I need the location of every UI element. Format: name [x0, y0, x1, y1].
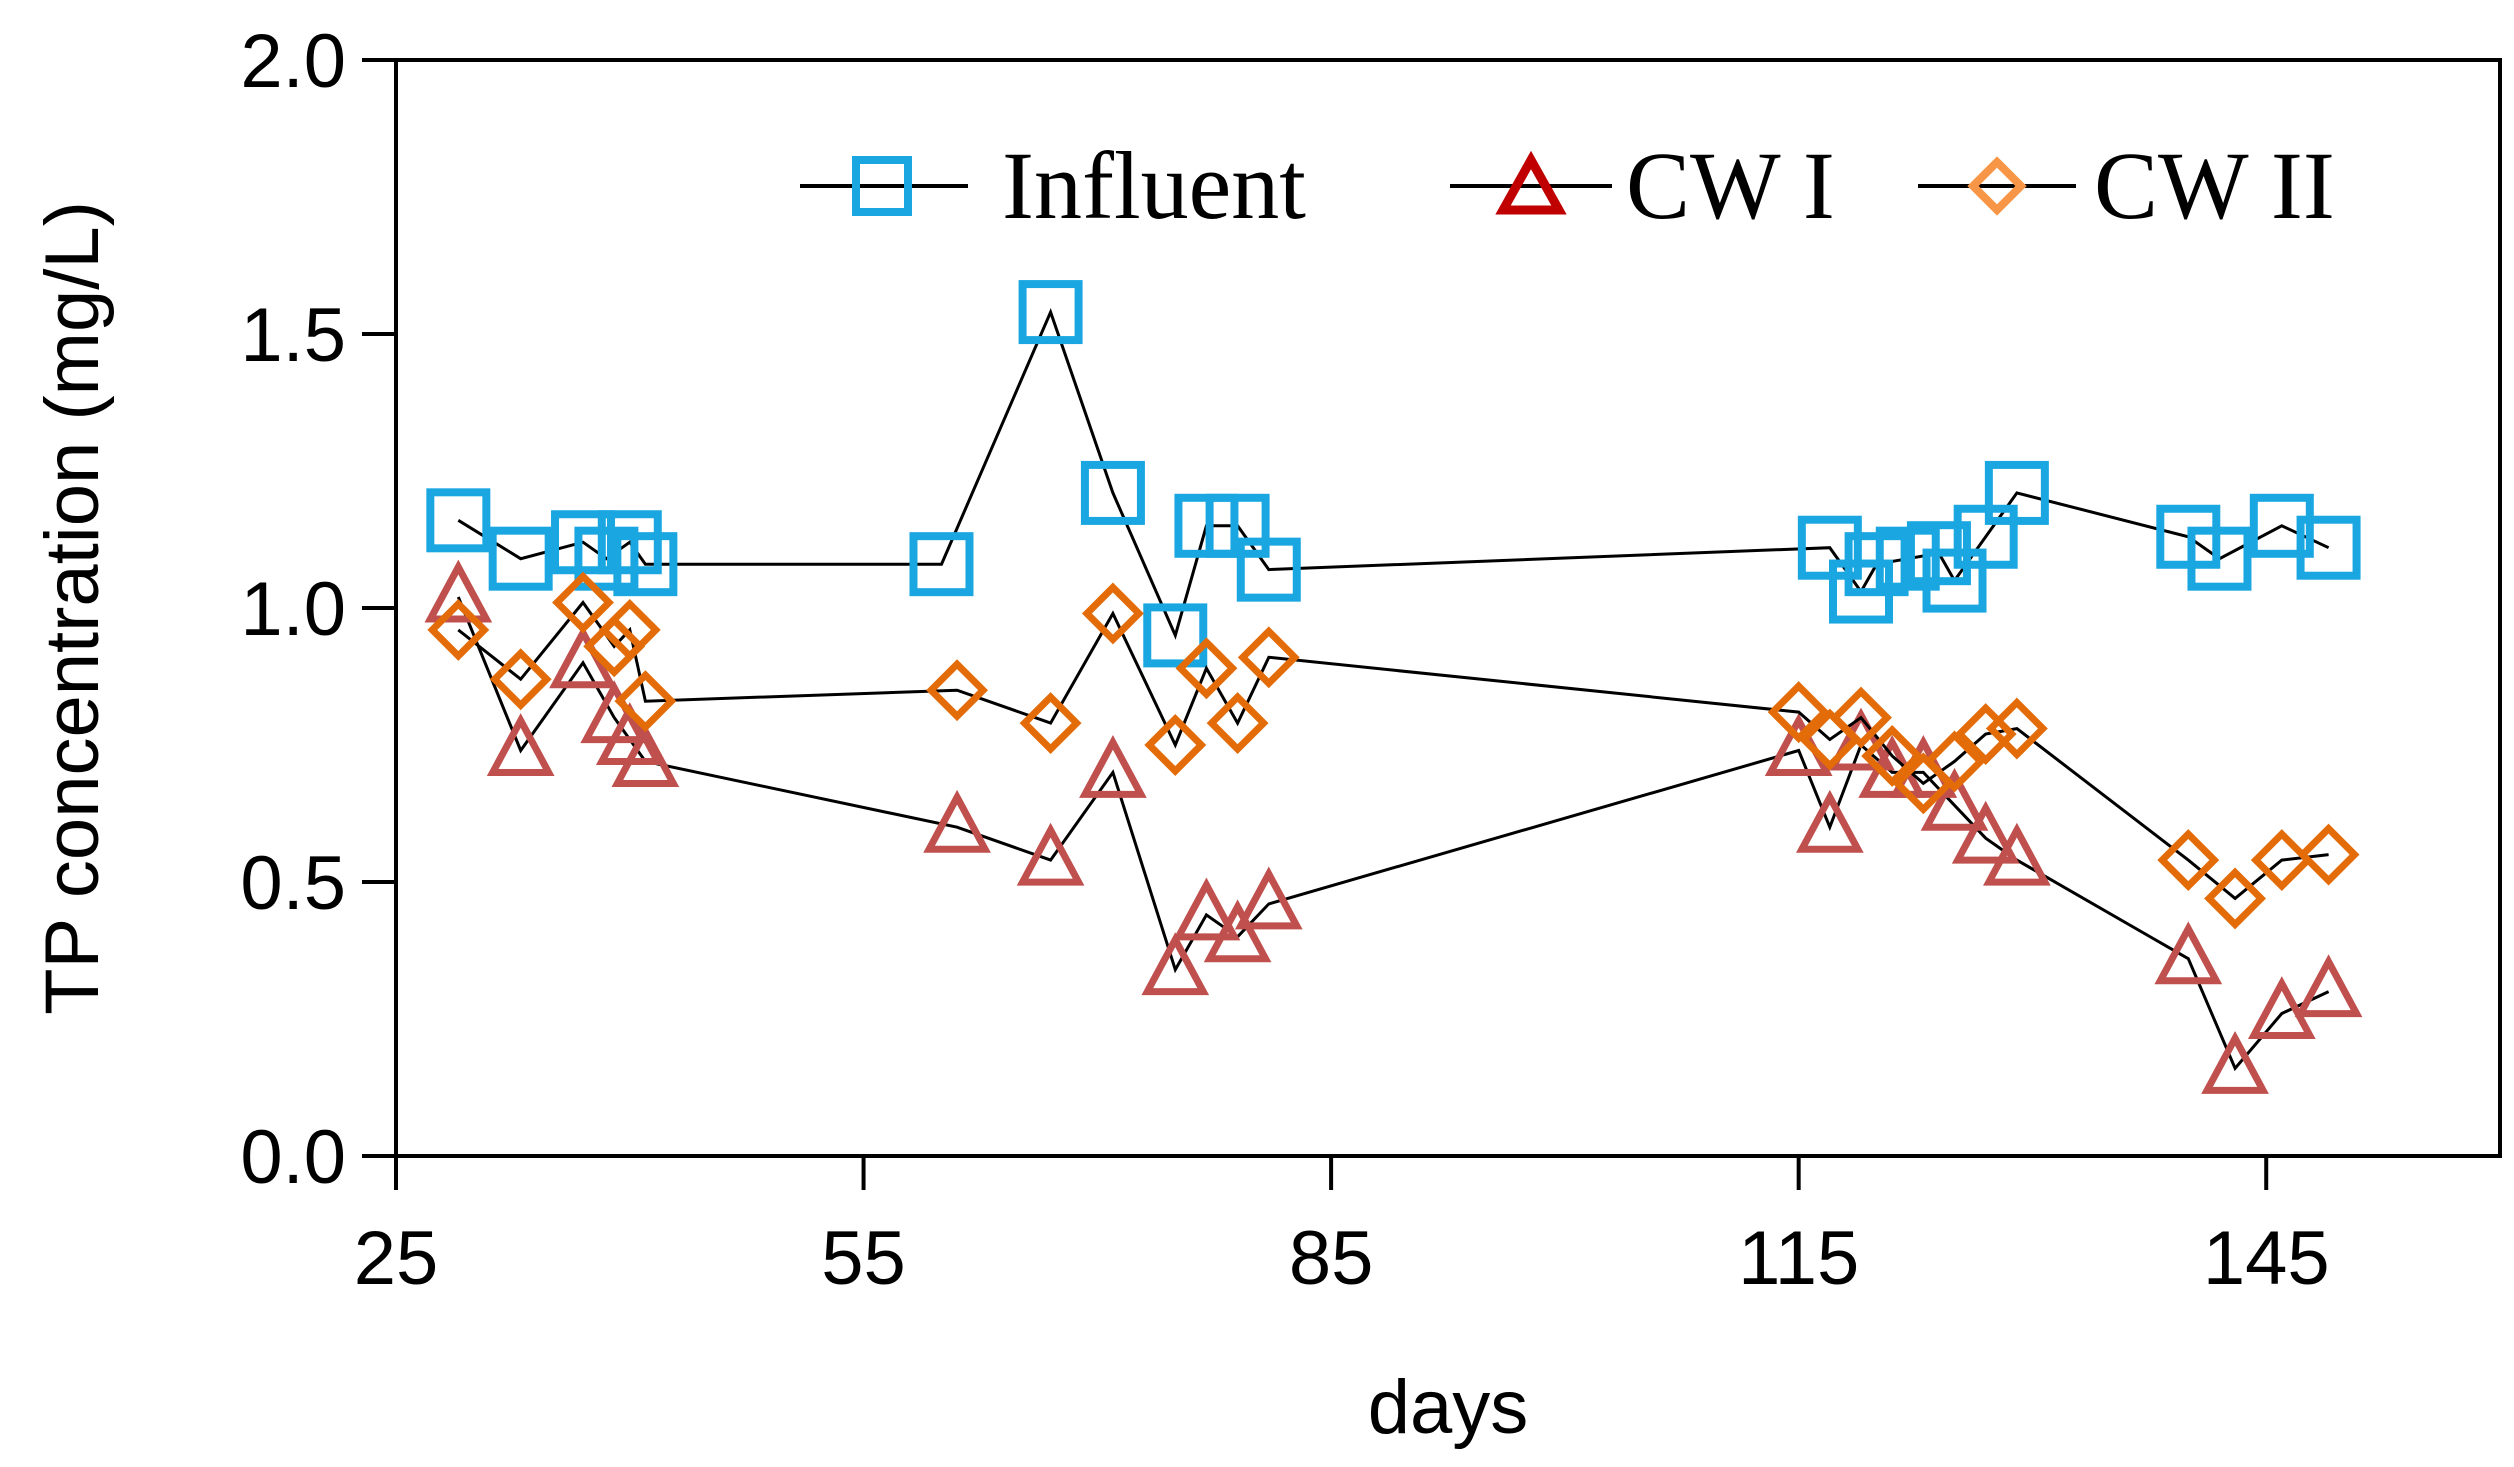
data-point: [1767, 681, 1830, 744]
data-point: [923, 789, 991, 853]
data-point: [1175, 637, 1238, 700]
x-tick-label: 85: [1289, 1216, 1374, 1301]
data-point: [489, 648, 552, 711]
data-point: [1827, 707, 1895, 771]
data-point: [583, 615, 646, 678]
series-layer: [424, 280, 2363, 1094]
data-point: [1234, 866, 1303, 930]
data-point: [2204, 867, 2267, 930]
x-axis-title: days: [1368, 1365, 1529, 1450]
series-line: [457, 600, 2329, 901]
data-point: [488, 526, 553, 591]
data-point: [2154, 921, 2223, 985]
legend-diamond-marker: [1967, 156, 2027, 216]
y-tick-label: 1.5: [240, 293, 346, 378]
data-point: [2296, 515, 2361, 580]
legend-label-influent: Influent: [1002, 132, 1306, 239]
data-point: [1236, 537, 1301, 602]
data-point: [2249, 493, 2314, 558]
data-point: [2247, 976, 2316, 1040]
legend-triangle-marker: [1495, 150, 1567, 215]
data-point: [1954, 703, 2017, 765]
data-point: [1920, 767, 1989, 831]
data-point: [1206, 692, 1269, 755]
data-point: [909, 532, 974, 597]
legend-label-cw1: CW I: [1626, 132, 1835, 239]
x-tick-label: 145: [2203, 1216, 2330, 1301]
data-point: [1984, 460, 2049, 525]
data-point: [2187, 526, 2252, 591]
data-point: [574, 526, 639, 591]
x-tick-label: 25: [354, 1216, 439, 1301]
data-point: [1141, 932, 1210, 996]
data-point: [1080, 460, 1145, 525]
data-point: [1982, 822, 2051, 886]
data-point: [1861, 725, 1924, 787]
data-point: [598, 598, 661, 661]
data-point: [1081, 582, 1144, 645]
y-tick-label: 2.0: [240, 19, 346, 104]
data-point: [1951, 800, 2020, 864]
data-point: [1795, 789, 1864, 853]
data-point: [1018, 280, 1083, 345]
legend-item-cw1: CW I: [1450, 132, 1835, 239]
data-point: [2250, 829, 2313, 892]
data-point: [2157, 829, 2220, 892]
data-point: [1203, 899, 1272, 963]
data-point: [1172, 877, 1241, 941]
data-point: [1019, 692, 1082, 755]
data-point: [1079, 735, 1147, 798]
legend-item-cw2: CW II: [1918, 132, 2335, 239]
series-cw-i: [424, 559, 2363, 1094]
data-point: [552, 571, 614, 634]
data-point: [1016, 822, 1085, 886]
series-cw-ii: [427, 571, 2360, 930]
x-tick-label: 55: [821, 1216, 906, 1301]
data-point: [1144, 714, 1207, 776]
series-line: [456, 596, 2330, 1072]
series-influent: [426, 280, 2361, 668]
data-point: [486, 713, 555, 776]
data-point: [926, 659, 989, 722]
data-point: [1237, 626, 1300, 689]
y-tick-label: 0.0: [240, 1115, 346, 1200]
legend-item-influent: Influent: [800, 132, 1306, 239]
axis-ticks: [362, 58, 2269, 1190]
series-line: [457, 307, 2330, 640]
data-point: [611, 724, 680, 787]
data-point: [551, 510, 616, 575]
tick-labels: 25 55 85 115 145 0.0 0.5 1.0 1.5 2.0: [240, 19, 2329, 1301]
legend-square-marker: [852, 156, 912, 216]
data-point: [2201, 1030, 2269, 1094]
legend-label-cw2: CW II: [2094, 132, 2335, 239]
data-point: [427, 598, 490, 661]
legend: Influent CW I CW II: [800, 132, 2335, 239]
y-axis-title: TP concentration (mg/L): [30, 201, 115, 1015]
y-tick-label: 1.0: [240, 567, 346, 652]
data-point: [1143, 603, 1208, 668]
data-point: [1985, 697, 2048, 760]
data-point: [424, 559, 493, 623]
data-point: [613, 532, 678, 597]
data-point: [2294, 954, 2363, 1018]
data-point: [1830, 686, 1892, 749]
data-point: [1923, 730, 1986, 793]
data-point: [426, 488, 491, 553]
data-point: [614, 670, 677, 733]
x-tick-label: 115: [1738, 1216, 1859, 1301]
data-point: [2297, 823, 2360, 886]
data-point: [597, 510, 662, 575]
y-tick-label: 0.5: [240, 841, 346, 926]
